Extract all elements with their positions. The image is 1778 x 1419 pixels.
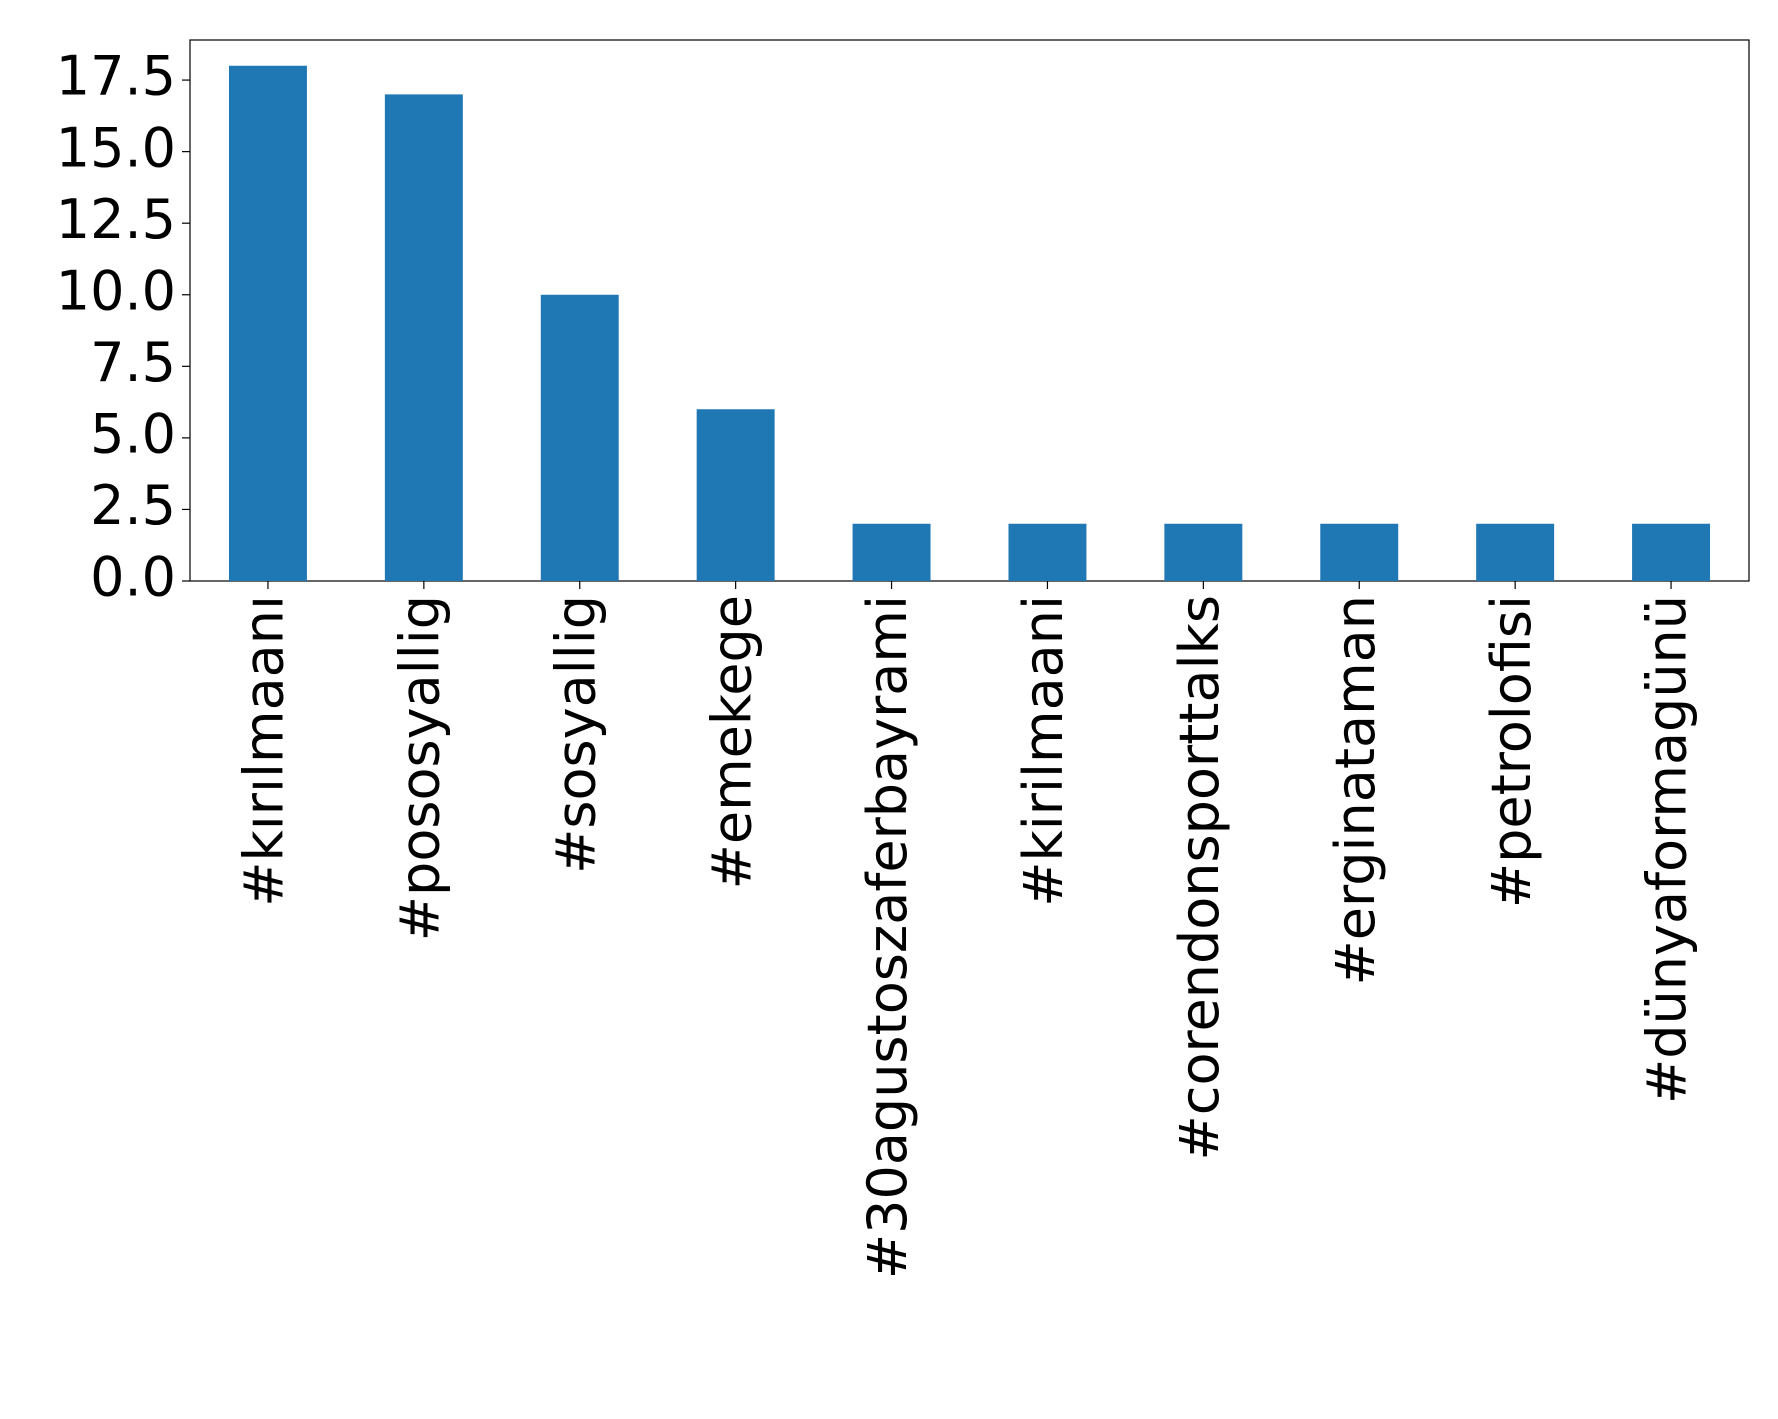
- bar: [540, 294, 619, 581]
- bar: [228, 65, 307, 581]
- bar: [1320, 523, 1399, 581]
- bar: [852, 523, 931, 581]
- bar: [1008, 523, 1087, 581]
- x-tick-label: #corendonsporttalks: [1168, 595, 1231, 1160]
- y-tick-label: 12.5: [56, 188, 176, 251]
- plot-frame: [189, 39, 1750, 582]
- bar: [1164, 523, 1243, 581]
- bar: [1632, 523, 1711, 581]
- x-tick-label: #dünyaformagünü: [1636, 595, 1699, 1104]
- x-tick-label: #sosyallig: [544, 595, 607, 874]
- y-tick-label: 7.5: [90, 331, 176, 394]
- x-tick-label: #petrolofisi: [1480, 595, 1543, 908]
- x-tick-label: #kırılmaanı: [233, 595, 296, 907]
- x-tick-label: #pososyallig: [388, 595, 451, 941]
- y-tick-label: 15.0: [56, 116, 176, 179]
- bar: [1476, 523, 1555, 581]
- y-tick-label: 0.0: [90, 546, 176, 609]
- y-tick-label: 17.5: [56, 45, 176, 108]
- y-tick-label: 10.0: [56, 259, 176, 322]
- x-tick-label: #emekege: [700, 595, 763, 889]
- x-tick-label: #30agustoszaferbayrami: [856, 595, 919, 1279]
- bar: [696, 409, 775, 581]
- x-tick-label: #erginataman: [1324, 595, 1387, 986]
- x-tick-label: #kirilmaani: [1012, 595, 1075, 907]
- y-tick-label: 5.0: [90, 403, 176, 466]
- bar: [384, 94, 463, 582]
- y-tick-label: 2.5: [90, 474, 176, 537]
